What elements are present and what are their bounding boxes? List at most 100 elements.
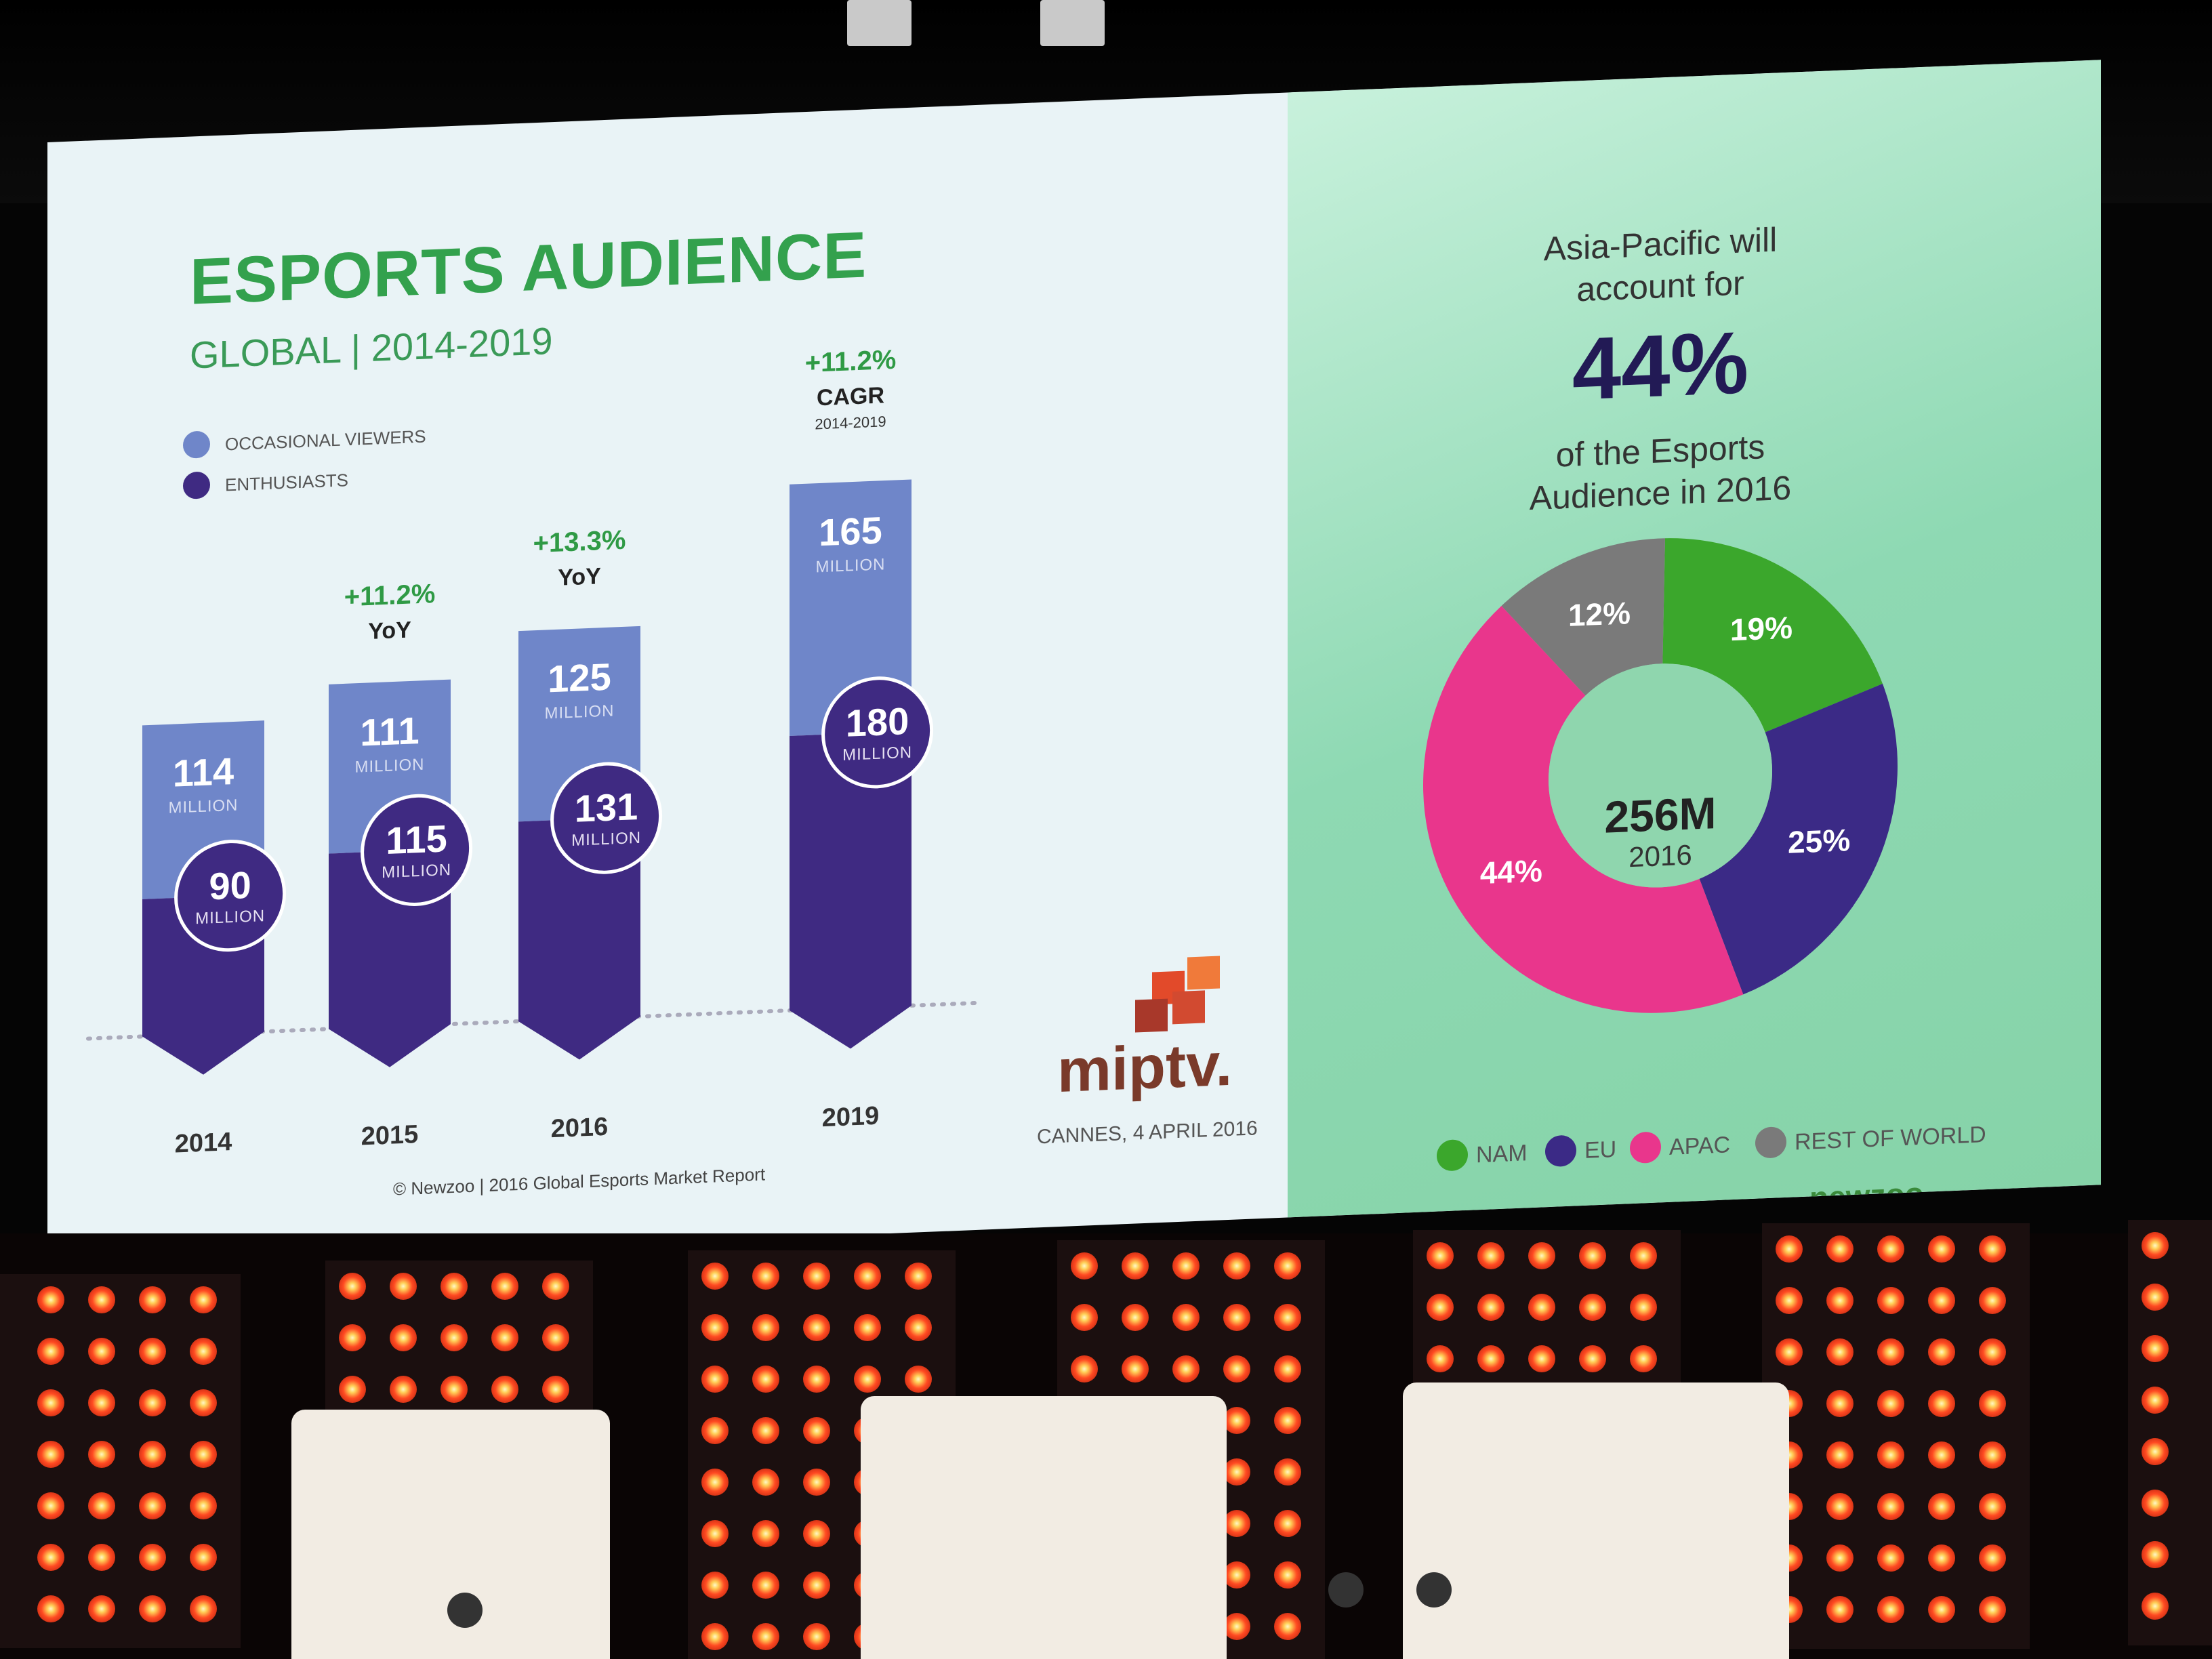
led-bulb bbox=[1223, 1355, 1250, 1382]
donut-slice-label: 19% bbox=[1729, 609, 1793, 648]
led-bulb bbox=[803, 1623, 830, 1650]
ceiling-light bbox=[1040, 0, 1105, 46]
donut-slice-label: 12% bbox=[1568, 594, 1631, 633]
led-bulb bbox=[88, 1389, 115, 1416]
led-bulb bbox=[491, 1324, 518, 1351]
led-bulb bbox=[139, 1544, 166, 1571]
led-bulb bbox=[1630, 1294, 1657, 1321]
led-bulb bbox=[1877, 1338, 1904, 1366]
led-bulb bbox=[1928, 1493, 1955, 1520]
led-bulb bbox=[752, 1314, 779, 1341]
led-bulb bbox=[88, 1441, 115, 1468]
led-bulb bbox=[139, 1389, 166, 1416]
led-bulb bbox=[1979, 1235, 2006, 1263]
led-bulb bbox=[1122, 1304, 1149, 1331]
led-bulb bbox=[752, 1572, 779, 1599]
led-bulb bbox=[1223, 1407, 1250, 1434]
led-bulb bbox=[441, 1324, 468, 1351]
led-bulb bbox=[752, 1520, 779, 1547]
donut-slice-apac bbox=[1423, 605, 1744, 1013]
led-bulb bbox=[1477, 1294, 1504, 1321]
led-bulb bbox=[752, 1469, 779, 1496]
led-bulb bbox=[1122, 1355, 1149, 1382]
led-bulb bbox=[88, 1492, 115, 1519]
led-bulb bbox=[1071, 1304, 1098, 1331]
led-bulb bbox=[1877, 1596, 1904, 1623]
led-bulb bbox=[1826, 1493, 1853, 1520]
led-bulb bbox=[1630, 1242, 1657, 1269]
led-bulb bbox=[905, 1314, 932, 1341]
led-bulb bbox=[803, 1520, 830, 1547]
led-bulb bbox=[803, 1572, 830, 1599]
led-bulb bbox=[88, 1595, 115, 1622]
led-bulb bbox=[1928, 1235, 1955, 1263]
bar-occasional bbox=[790, 479, 912, 737]
led-bulb bbox=[1877, 1235, 1904, 1263]
enthusiast-circle bbox=[174, 840, 287, 952]
led-bulb bbox=[701, 1366, 729, 1393]
led-bulb bbox=[1274, 1407, 1301, 1434]
led-bulb bbox=[390, 1324, 417, 1351]
led-bulb bbox=[752, 1366, 779, 1393]
led-bulb bbox=[1979, 1544, 2006, 1572]
donut-slice-label: 44% bbox=[1479, 852, 1542, 890]
donut-center-label: 2016 bbox=[1629, 838, 1692, 874]
led-bulb bbox=[1979, 1338, 2006, 1366]
led-bulb bbox=[190, 1595, 217, 1622]
led-bulb bbox=[190, 1544, 217, 1571]
led-bulb bbox=[88, 1338, 115, 1365]
led-bulb bbox=[854, 1263, 881, 1290]
led-bulb bbox=[491, 1376, 518, 1403]
led-bulb bbox=[491, 1273, 518, 1300]
led-bulb bbox=[339, 1376, 366, 1403]
led-bulb bbox=[1979, 1441, 2006, 1469]
led-bulb bbox=[701, 1263, 729, 1290]
donut-slice-eu bbox=[1699, 683, 1898, 995]
led-bulb bbox=[1928, 1441, 1955, 1469]
miptv-cube-logo bbox=[1135, 956, 1220, 1033]
led-bulb bbox=[542, 1324, 569, 1351]
led-bulb bbox=[139, 1492, 166, 1519]
bar-enthusiasts bbox=[518, 817, 640, 1060]
led-bulb bbox=[190, 1286, 217, 1313]
led-bulb bbox=[1427, 1242, 1454, 1269]
legend-label-eu: EU bbox=[1584, 1136, 1617, 1164]
led-bulb bbox=[2142, 1490, 2169, 1517]
led-bulb bbox=[1928, 1338, 1955, 1366]
led-bulb bbox=[441, 1376, 468, 1403]
led-bulb bbox=[701, 1623, 729, 1650]
led-bulb bbox=[854, 1366, 881, 1393]
ceiling-light bbox=[847, 0, 912, 46]
microphone bbox=[1416, 1572, 1452, 1607]
led-bulb bbox=[1579, 1294, 1606, 1321]
led-bulb bbox=[1223, 1613, 1250, 1640]
led-bulb bbox=[37, 1286, 64, 1313]
legend-label-apac: APAC bbox=[1669, 1132, 1731, 1160]
led-bulb bbox=[1776, 1287, 1803, 1314]
led-bulb bbox=[1172, 1355, 1200, 1382]
chair bbox=[861, 1396, 1227, 1659]
led-bulb bbox=[701, 1520, 729, 1547]
led-bulb bbox=[1776, 1235, 1803, 1263]
led-bulb bbox=[542, 1376, 569, 1403]
microphone bbox=[1328, 1572, 1364, 1607]
led-bulb bbox=[37, 1544, 64, 1571]
led-bulb bbox=[190, 1441, 217, 1468]
led-bulb bbox=[752, 1417, 779, 1444]
chair bbox=[291, 1410, 610, 1659]
led-bulb bbox=[1274, 1304, 1301, 1331]
led-bulb bbox=[2142, 1284, 2169, 1311]
light-panel bbox=[2128, 1220, 2212, 1645]
led-bulb bbox=[88, 1286, 115, 1313]
led-bulb bbox=[1776, 1338, 1803, 1366]
led-bulb bbox=[1172, 1304, 1200, 1331]
enthusiast-circle bbox=[821, 676, 934, 789]
led-bulb bbox=[803, 1417, 830, 1444]
led-bulb bbox=[88, 1544, 115, 1571]
enthusiast-circle bbox=[550, 762, 663, 874]
led-bulb bbox=[1979, 1596, 2006, 1623]
led-bulb bbox=[1877, 1544, 1904, 1572]
led-bulb bbox=[37, 1389, 64, 1416]
led-bulb bbox=[190, 1389, 217, 1416]
led-bulb bbox=[1274, 1613, 1301, 1640]
